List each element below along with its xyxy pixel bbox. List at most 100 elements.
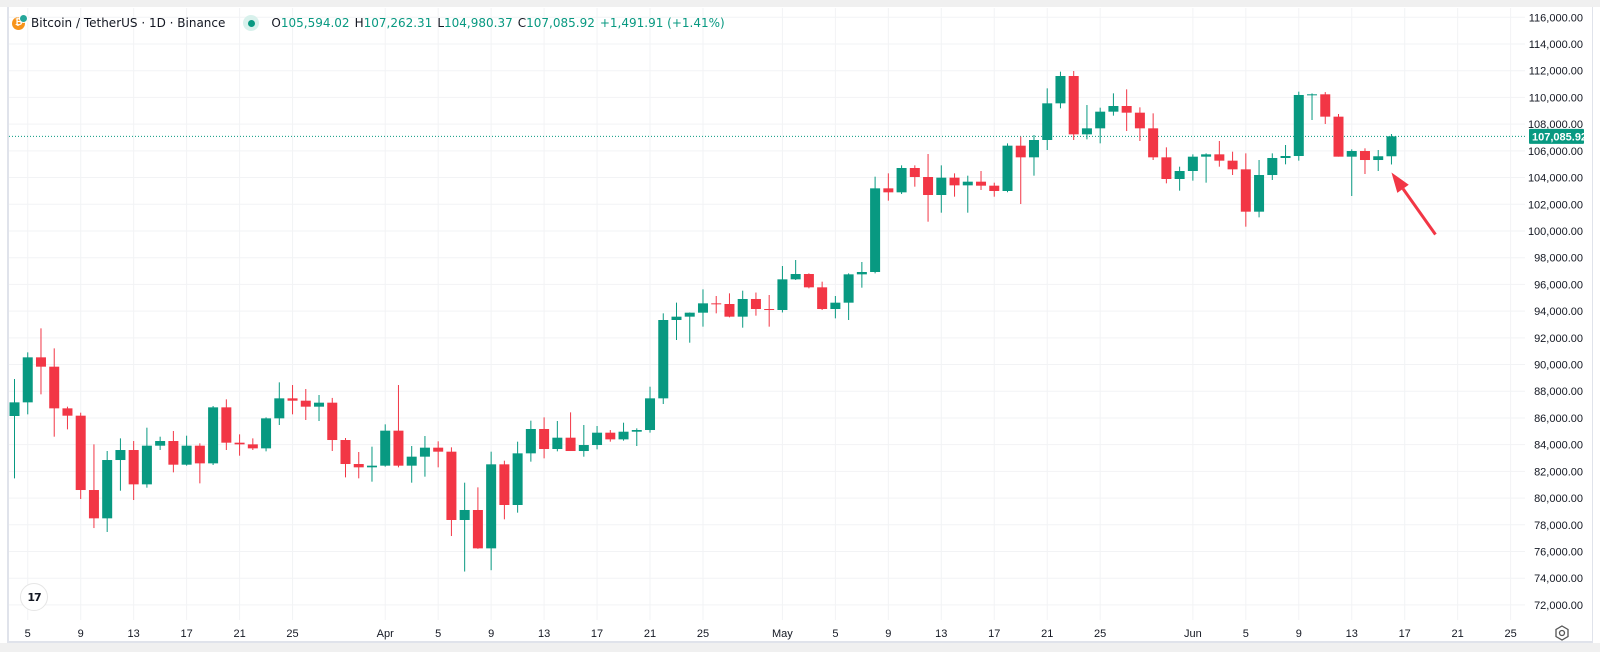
candle[interactable] [976, 171, 987, 191]
candle[interactable] [1280, 144, 1291, 165]
candle[interactable] [1359, 148, 1370, 175]
candle[interactable] [711, 295, 722, 314]
candle[interactable] [168, 431, 179, 473]
candle[interactable] [843, 273, 854, 321]
candle[interactable] [446, 447, 457, 537]
candle[interactable] [671, 302, 682, 341]
candle[interactable] [684, 312, 695, 343]
candle[interactable] [790, 260, 801, 281]
candle[interactable] [1121, 89, 1132, 132]
candle[interactable] [327, 397, 338, 452]
candle[interactable] [936, 165, 947, 213]
candle[interactable] [1042, 88, 1053, 151]
candle[interactable] [1201, 153, 1212, 183]
candle[interactable] [830, 296, 841, 319]
candle[interactable] [393, 385, 404, 468]
candle[interactable] [102, 451, 113, 532]
candle[interactable] [896, 165, 907, 195]
candle[interactable] [1267, 153, 1278, 181]
candle[interactable] [486, 451, 497, 571]
candle[interactable] [1254, 160, 1265, 218]
candle[interactable] [750, 292, 761, 316]
candle[interactable] [539, 417, 550, 459]
candle[interactable] [406, 446, 417, 483]
candle[interactable] [380, 424, 391, 467]
candle[interactable] [883, 173, 894, 201]
candle[interactable] [1307, 93, 1318, 120]
candle[interactable] [525, 420, 536, 462]
candle[interactable] [261, 417, 272, 452]
candle[interactable] [366, 446, 377, 482]
candle[interactable] [592, 426, 603, 450]
candle[interactable] [618, 422, 629, 441]
candle[interactable] [208, 406, 219, 466]
candle[interactable] [353, 452, 364, 479]
symbol-title[interactable]: Bitcoin / TetherUS · 1D · Binance [31, 16, 226, 30]
candle[interactable] [247, 438, 258, 451]
candle[interactable] [499, 460, 510, 520]
candle[interactable] [949, 173, 960, 197]
candle[interactable] [923, 154, 934, 222]
candle[interactable] [1214, 141, 1225, 167]
candle[interactable] [221, 399, 232, 451]
candle[interactable] [737, 290, 748, 328]
candle[interactable] [1134, 107, 1145, 142]
candle[interactable] [128, 441, 139, 501]
candle[interactable] [1081, 105, 1092, 140]
candle[interactable] [565, 412, 576, 452]
candle[interactable] [1320, 92, 1331, 124]
candle[interactable] [1148, 113, 1159, 161]
candle[interactable] [419, 436, 430, 477]
candle[interactable] [155, 436, 166, 451]
settings-icon[interactable] [1553, 624, 1571, 642]
candle[interactable] [1002, 143, 1013, 193]
candle[interactable] [62, 406, 73, 430]
candle[interactable] [605, 430, 616, 442]
candle[interactable] [1174, 166, 1185, 191]
candle[interactable] [1028, 134, 1039, 176]
candle[interactable] [9, 379, 20, 479]
candle[interactable] [1095, 107, 1106, 144]
candle[interactable] [472, 487, 483, 549]
candle[interactable] [287, 385, 298, 415]
candle[interactable] [115, 438, 126, 491]
candle[interactable] [141, 427, 152, 488]
candle[interactable] [512, 441, 523, 513]
candle[interactable] [433, 441, 444, 468]
candle[interactable] [49, 348, 60, 437]
candle[interactable] [870, 176, 881, 274]
candle[interactable] [234, 434, 245, 456]
candle[interactable] [194, 443, 205, 484]
candle[interactable] [856, 262, 867, 288]
candle[interactable] [1187, 154, 1198, 181]
candle[interactable] [459, 482, 470, 572]
candle[interactable] [88, 444, 99, 529]
candle[interactable] [764, 295, 775, 327]
candle[interactable] [1108, 93, 1119, 116]
candle[interactable] [803, 273, 814, 289]
candle[interactable] [1373, 149, 1384, 172]
candle[interactable] [314, 395, 325, 421]
candle[interactable] [724, 293, 735, 318]
candle[interactable] [552, 421, 563, 452]
candle[interactable] [1015, 136, 1026, 205]
candle[interactable] [909, 165, 920, 187]
candle[interactable] [1068, 70, 1079, 141]
market-status-icon[interactable] [243, 15, 260, 31]
candle[interactable] [658, 313, 669, 405]
candle[interactable] [578, 425, 589, 457]
candle[interactable] [962, 175, 973, 213]
candle[interactable] [300, 388, 311, 421]
candle[interactable] [274, 382, 285, 426]
candle[interactable] [631, 428, 642, 447]
candle[interactable] [35, 328, 46, 395]
candle[interactable] [22, 352, 33, 415]
candle[interactable] [181, 435, 192, 466]
candle[interactable] [989, 182, 1000, 197]
candle[interactable] [697, 289, 708, 327]
candle[interactable] [1333, 114, 1344, 157]
candle[interactable] [1293, 91, 1304, 161]
candle[interactable] [340, 437, 351, 478]
candle[interactable] [1386, 133, 1397, 165]
